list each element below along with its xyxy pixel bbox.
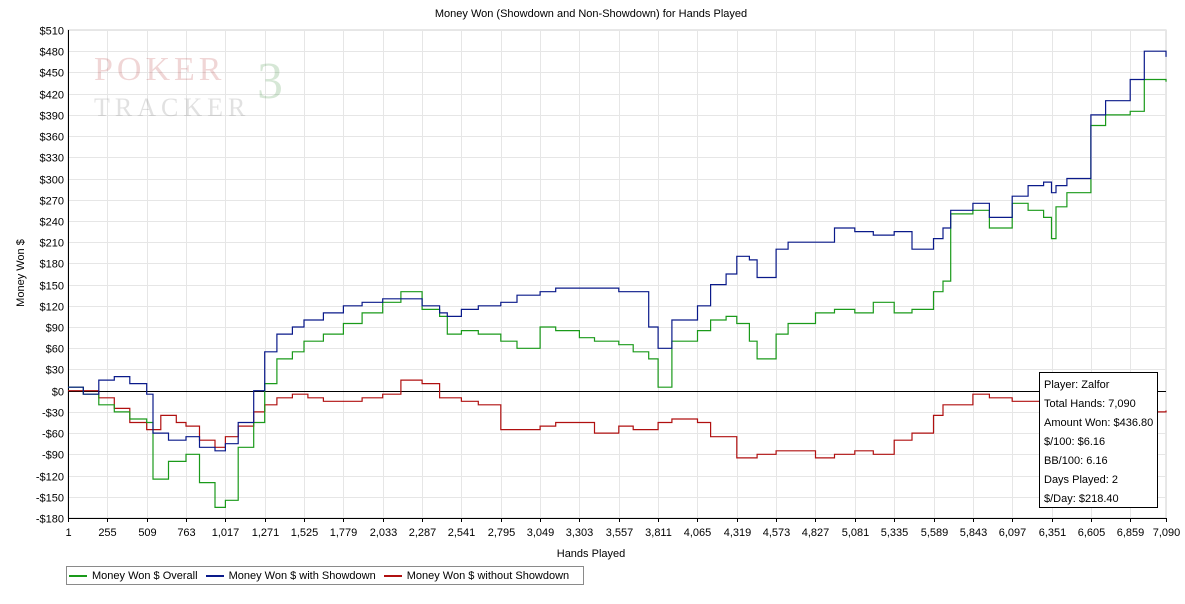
- x-tick-label: 5,081: [842, 527, 870, 539]
- y-tick-label: $150: [40, 281, 64, 293]
- x-tick-label: 3,557: [606, 527, 634, 539]
- y-tick-label: $270: [40, 196, 64, 208]
- y-tick-label: -$120: [36, 472, 64, 484]
- y-tick-label: $180: [40, 259, 64, 271]
- y-tick-label: $210: [40, 238, 64, 250]
- x-tick-label: 5,843: [960, 527, 988, 539]
- axes: [68, 30, 1166, 519]
- x-axis-label: Hands Played: [557, 548, 626, 560]
- legend-label: Money Won $ without Showdown: [406, 569, 570, 582]
- stats-infobox: Player: Zalfor Total Hands: 7,090 Amount…: [1039, 372, 1158, 508]
- y-tick-label: $390: [40, 111, 64, 123]
- x-tick-label: 6,605: [1078, 527, 1106, 539]
- dollars-per-day: $/Day: $218.40: [1044, 493, 1119, 505]
- y-tick-label: $240: [40, 217, 64, 229]
- x-tick-label: 6,097: [999, 527, 1027, 539]
- legend-item: Money Won $ without Showdown: [383, 569, 570, 582]
- x-tick-label: 2,033: [370, 527, 398, 539]
- x-tick-label: 2,287: [409, 527, 437, 539]
- x-tick-label: 1,017: [212, 527, 240, 539]
- series-line-1: [68, 50, 1167, 452]
- y-axis-label: Money Won $: [15, 239, 27, 307]
- grid: [67, 29, 1167, 519]
- x-tick-label: 7,090: [1153, 527, 1181, 539]
- dollars-per-100: $/100: $6.16: [1044, 436, 1106, 448]
- legend-label: Money Won $ Overall: [92, 569, 198, 582]
- amount-won: Amount Won: $436.80: [1044, 417, 1154, 429]
- legend-item: Money Won $ with Showdown: [205, 569, 376, 582]
- y-tick-label: $480: [40, 47, 64, 59]
- y-tick-label: $90: [46, 323, 64, 335]
- legend-label: Money Won $ with Showdown: [228, 569, 376, 582]
- player-name: Player: Zalfor: [1044, 379, 1110, 391]
- legend-swatch: [69, 574, 87, 577]
- x-tick-label: 3,303: [566, 527, 594, 539]
- chart-legend: Money Won $ Overall Money Won $ with Show…: [66, 566, 585, 585]
- x-tick-label: 2,795: [488, 527, 516, 539]
- legend-swatch: [383, 574, 402, 577]
- y-tick-label: $60: [46, 344, 64, 356]
- x-tick-label: 1,525: [291, 527, 319, 539]
- y-tick-label: $510: [40, 26, 64, 38]
- plot-area: [67, 29, 1167, 519]
- bb-per-100: BB/100: 6.16: [1044, 455, 1108, 467]
- days-played: Days Played: 2: [1044, 474, 1118, 486]
- x-tick-label: 1,271: [252, 527, 280, 539]
- y-tick-label: $30: [46, 365, 64, 377]
- y-tick-label: $420: [40, 90, 64, 102]
- y-tick-label: $0: [52, 387, 64, 399]
- y-tick-label: $330: [40, 153, 64, 165]
- y-tick-label: $450: [40, 68, 64, 80]
- series-line-2: [68, 379, 1167, 459]
- x-tick-label: 3,811: [645, 527, 672, 539]
- x-tick-label: 255: [98, 527, 116, 539]
- y-axis-ticks: $510 $480 $450 $420 $390 $360 $330 $300 $270 $240…: [36, 26, 64, 526]
- x-tick-label: 1: [65, 527, 71, 539]
- x-tick-label: 6,859: [1117, 527, 1145, 539]
- chart-title: Money Won (Showdown and Non-Showdown) fo…: [435, 8, 747, 20]
- y-tick-label: $120: [40, 302, 64, 314]
- y-tick-label: -$180: [36, 514, 64, 526]
- x-tick-label: 5,589: [921, 527, 949, 539]
- total-hands: Total Hands: 7,090: [1044, 398, 1136, 410]
- x-tick-label: 4,319: [724, 527, 752, 539]
- x-tick-label: 3,049: [527, 527, 555, 539]
- x-tick-label: 509: [138, 527, 156, 539]
- x-axis-ticks: 1 255 509 763 1,017 1,271 1,525 1,779 2,033 2,287…: [65, 518, 1180, 539]
- y-tick-label: $360: [40, 132, 64, 144]
- y-tick-label: -$90: [42, 450, 64, 462]
- legend-swatch: [205, 574, 224, 577]
- y-tick-label: -$150: [36, 493, 64, 505]
- x-tick-label: 5,335: [881, 527, 909, 539]
- x-tick-label: 1,779: [330, 527, 358, 539]
- legend-item: Money Won $ Overall: [69, 570, 198, 582]
- x-tick-label: 2,541: [448, 527, 476, 539]
- y-tick-label: -$30: [42, 408, 64, 420]
- x-tick-label: 4,573: [763, 527, 791, 539]
- series-lines: [68, 50, 1167, 508]
- x-tick-label: 4,065: [684, 527, 712, 539]
- y-tick-label: $300: [40, 175, 64, 187]
- y-tick-label: -$60: [42, 429, 64, 441]
- x-tick-label: 6,351: [1039, 527, 1067, 539]
- x-tick-label: 4,827: [802, 527, 830, 539]
- x-tick-label: 763: [177, 527, 195, 539]
